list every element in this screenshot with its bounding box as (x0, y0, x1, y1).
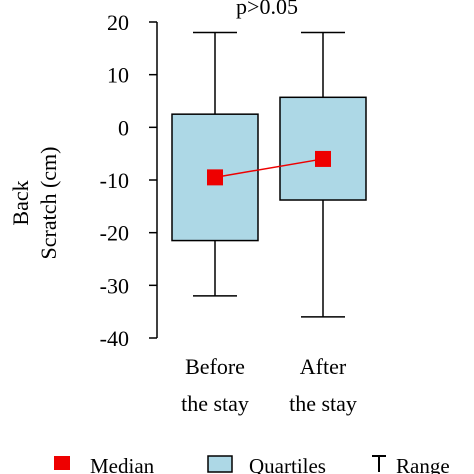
box-1 (171, 31, 259, 297)
category-label-before-line-1: Before (185, 354, 245, 379)
legend-median-swatch (54, 456, 70, 470)
median-point (315, 150, 331, 167)
legend: Median Quartiles Range (54, 454, 450, 474)
y-axis-label-line-2: Scratch (cm) (36, 147, 61, 260)
y-tick-label: 0 (118, 115, 129, 140)
category-label-before-line-2: the stay (181, 391, 249, 416)
median-point (207, 169, 223, 186)
legend-quartiles-swatch (207, 455, 233, 473)
category-label-after-line-2: the stay (289, 391, 357, 416)
p-value-annotation: p>0.05 (236, 0, 298, 19)
median-series (207, 150, 331, 186)
legend-quartiles-label: Quartiles (249, 454, 326, 474)
category-label-after-line-1: After (300, 354, 347, 379)
y-axis: 20 10 0 -10 -20 -30 -40 (100, 10, 158, 351)
legend-range-icon (372, 455, 386, 472)
legend-range-label: Range (396, 454, 450, 474)
quartile-box (279, 96, 367, 201)
y-tick-label: -40 (100, 326, 129, 351)
y-axis-label-line-1: Back (8, 180, 33, 225)
median-connector (214, 158, 324, 179)
y-tick-label: -10 (100, 168, 129, 193)
boxes (171, 31, 367, 318)
legend-median-label: Median (90, 454, 155, 474)
y-tick-label: -30 (100, 273, 129, 298)
y-tick-label: 10 (107, 63, 129, 88)
y-tick-label: 20 (107, 10, 129, 35)
y-tick-label: -20 (100, 221, 129, 246)
box-2 (279, 31, 367, 318)
